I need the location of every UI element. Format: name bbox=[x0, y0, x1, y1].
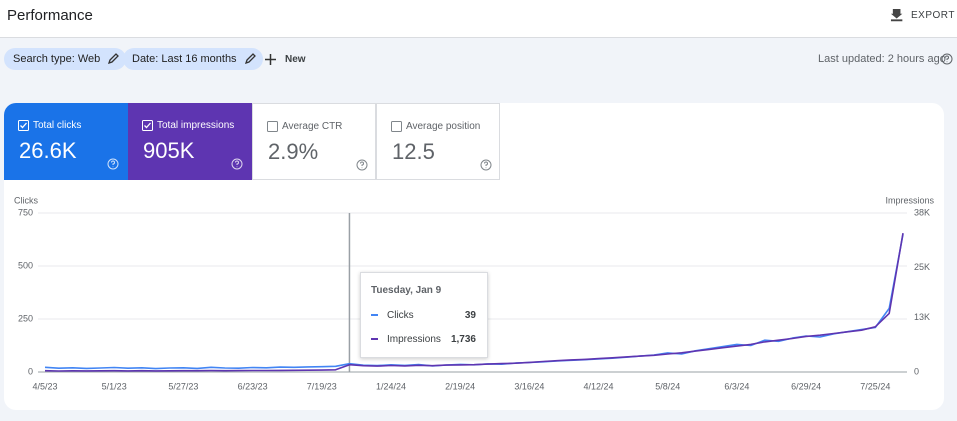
help-mark bbox=[111, 160, 115, 168]
metric-tile[interactable]: Total clicks 26.6K bbox=[4, 103, 128, 180]
checkbox bbox=[391, 121, 402, 132]
tooltip: Tuesday, Jan 9 Clicks 39 Impressions 1,7… bbox=[360, 272, 488, 358]
help-icon[interactable] bbox=[107, 158, 119, 170]
x-tick-label: 3/16/24 bbox=[514, 381, 544, 391]
help-icon[interactable] bbox=[941, 53, 953, 65]
tooltip-value: 39 bbox=[464, 310, 476, 321]
y2-tick-label: 25K bbox=[914, 262, 930, 272]
x-tick-label: 1/24/24 bbox=[376, 381, 406, 391]
metric-label: Total clicks bbox=[33, 120, 82, 131]
x-tick-label: 6/3/24 bbox=[724, 381, 749, 391]
checkbox bbox=[18, 120, 29, 131]
new-filter[interactable]: New bbox=[285, 54, 306, 65]
checkbox bbox=[267, 121, 278, 132]
checkbox-box bbox=[18, 120, 29, 131]
metric-value: 2.9% bbox=[268, 139, 319, 164]
help-circle bbox=[231, 158, 243, 170]
filter-chip[interactable]: Search type: Web bbox=[4, 48, 127, 70]
metric-label: Total impressions bbox=[157, 120, 235, 131]
x-tick-label: 4/12/24 bbox=[584, 381, 614, 391]
help-mark bbox=[235, 160, 239, 168]
help-circle bbox=[480, 159, 492, 171]
y2-tick-label: 38K bbox=[914, 207, 930, 217]
filter-chip[interactable]: Date: Last 16 months bbox=[123, 48, 263, 70]
y-tick-label: 250 bbox=[18, 313, 33, 323]
edit-icon bbox=[244, 53, 256, 64]
tooltip-value: 1,736 bbox=[450, 334, 476, 345]
metric-tile[interactable]: Total impressions 905K bbox=[128, 103, 252, 180]
tooltip-label: Impressions bbox=[387, 334, 441, 345]
checkbox-box bbox=[142, 120, 153, 131]
help-icon[interactable] bbox=[480, 159, 492, 171]
help-mark bbox=[360, 161, 364, 169]
x-tick-label: 7/25/24 bbox=[860, 381, 890, 391]
checkbox-box bbox=[267, 121, 278, 132]
y-tick-label: 0 bbox=[28, 366, 33, 376]
check-mark bbox=[144, 122, 151, 129]
y-tick-label: 750 bbox=[18, 207, 33, 217]
y2-axis-title: Impressions bbox=[885, 195, 934, 205]
metric-label: Average CTR bbox=[282, 121, 343, 132]
metric-value: 12.5 bbox=[392, 139, 435, 164]
chip-label: Date: Last 16 months bbox=[132, 53, 237, 65]
chip-label: Search type: Web bbox=[13, 53, 101, 65]
x-tick-label: 6/23/23 bbox=[238, 381, 268, 391]
help-circle bbox=[356, 159, 368, 171]
y2-tick-label: 0 bbox=[914, 366, 919, 376]
export-button[interactable]: EXPORT bbox=[911, 10, 955, 21]
tooltip-swatch bbox=[371, 338, 378, 340]
edit-icon bbox=[108, 53, 120, 64]
tooltip-label: Clicks bbox=[387, 310, 414, 321]
metric-tile[interactable]: Average position 12.5 bbox=[376, 103, 500, 180]
help-circle bbox=[107, 158, 119, 170]
tooltip-date: Tuesday, Jan 9 bbox=[371, 285, 442, 296]
metric-tile[interactable]: Average CTR 2.9% bbox=[252, 103, 376, 180]
help-icon[interactable] bbox=[356, 159, 368, 171]
x-tick-label: 5/27/23 bbox=[168, 381, 198, 391]
checkbox-box bbox=[391, 121, 402, 132]
metric-label: Average position bbox=[406, 121, 481, 132]
check-mark bbox=[20, 122, 27, 129]
x-tick-label: 7/19/23 bbox=[307, 381, 337, 391]
checkbox bbox=[142, 120, 153, 131]
x-tick-label: 5/8/24 bbox=[655, 381, 680, 391]
plus-icon[interactable] bbox=[265, 54, 276, 65]
x-tick-label: 6/29/24 bbox=[791, 381, 821, 391]
x-tick-label: 2/19/24 bbox=[445, 381, 475, 391]
x-tick-label: 5/1/23 bbox=[102, 381, 127, 391]
export-icon[interactable] bbox=[890, 8, 904, 22]
series-line bbox=[44, 232, 904, 372]
last-updated: Last updated: 2 hours ago bbox=[818, 53, 946, 65]
page-title: Performance bbox=[7, 7, 93, 24]
y-tick-label: 500 bbox=[18, 260, 33, 270]
help-mark bbox=[484, 161, 488, 169]
tooltip-swatch bbox=[371, 314, 378, 316]
top-bar: Performance EXPORT bbox=[0, 0, 957, 38]
metric-value: 26.6K bbox=[19, 138, 77, 163]
help-icon[interactable] bbox=[231, 158, 243, 170]
x-tick-label: 4/5/23 bbox=[32, 381, 57, 391]
y2-tick-label: 13K bbox=[914, 312, 930, 322]
metric-value: 905K bbox=[143, 138, 195, 163]
y-axis-title: Clicks bbox=[14, 195, 38, 205]
